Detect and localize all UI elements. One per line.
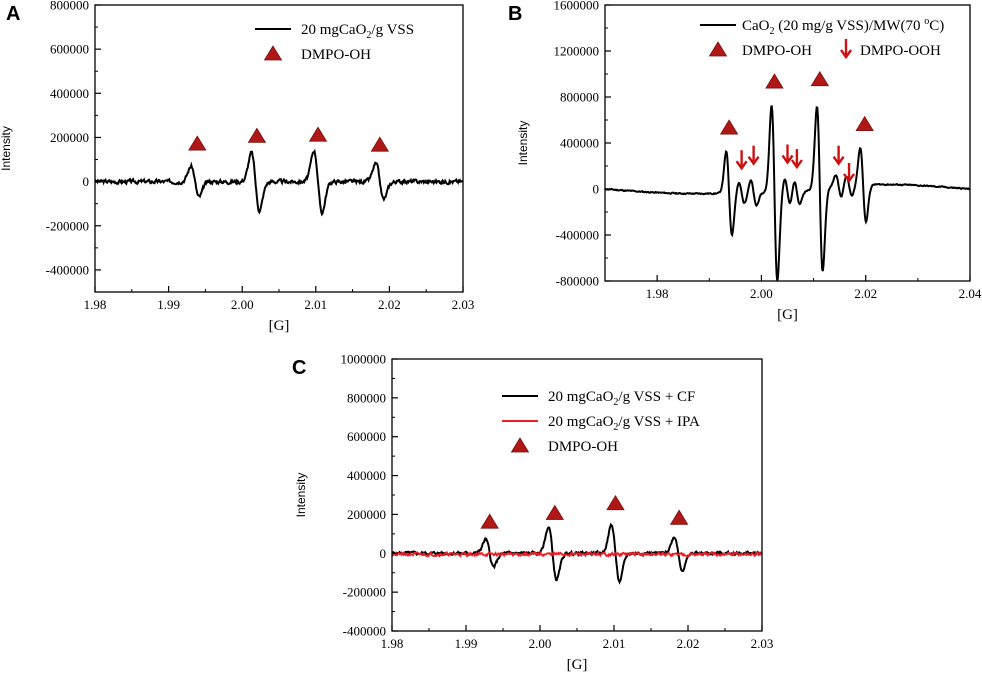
x-axis-title: [G] [567, 657, 588, 673]
dmpo-oh-marker [606, 494, 625, 511]
dmpo-oh-marker [480, 513, 499, 529]
panel-letter-b: B [508, 3, 522, 25]
y-tick-label: -400000 [343, 624, 386, 639]
x-tick-label: 2.01 [304, 297, 327, 312]
legend-label: CaO2 (20 mg/g VSS)/MW(70 oC) [742, 16, 944, 37]
legend-triangle-icon [510, 437, 530, 453]
legend-label: DMPO-OH [742, 43, 812, 59]
y-tick-label: -200000 [46, 218, 89, 233]
dmpo-oh-marker [545, 504, 565, 520]
x-tick-label: 2.02 [854, 286, 877, 301]
y-tick-label: 0 [593, 182, 600, 197]
x-tick-label: 1.99 [455, 636, 478, 651]
dmpo-oh-marker [810, 70, 830, 87]
y-tick-label: 800000 [560, 90, 599, 105]
dmpo-ooh-marker [735, 150, 748, 171]
x-tick-label: 2.03 [751, 636, 774, 651]
y-tick-label: 600000 [347, 429, 386, 444]
series-line-1 [605, 105, 970, 281]
y-tick-label: 200000 [347, 507, 386, 522]
dmpo-ooh-marker [781, 144, 794, 165]
legend-label: 20 mgCaO2/g VSS + IPA [548, 414, 700, 433]
dmpo-oh-marker [370, 136, 390, 152]
chart-panel-b: 1.98 2.00 2.02 2.04 -800000 -400000 0 400000 800… [516, 0, 982, 323]
dmpo-ooh-marker [843, 162, 856, 183]
dmpo-oh-marker [719, 119, 739, 135]
y-axis-title: Intensity [0, 126, 13, 171]
y-tick-label: 400000 [50, 86, 89, 101]
series-line-1 [95, 148, 463, 217]
y-tick-label: 200000 [50, 130, 89, 145]
legend: 20 mgCaO2/g VSS DMPO-OH [255, 22, 414, 63]
dmpo-oh-marker [765, 73, 784, 89]
y-tick-label: 800000 [50, 0, 89, 13]
panel-letter-c: C [292, 357, 306, 379]
legend-label: 20 mgCaO2/g VSS + CF [548, 389, 695, 408]
legend-arrow-icon [840, 39, 852, 60]
y-tick-label: 400000 [347, 468, 386, 483]
dmpo-oh-marker [247, 127, 267, 143]
chart-panel-a: 1.98 1.99 2.00 2.01 2.02 2.03 -400000 -200000 0 2… [0, 0, 474, 334]
y-axis-title: Intensity [294, 473, 308, 518]
y-tick-label: -400000 [556, 228, 599, 243]
y-tick-label: 1000000 [341, 352, 387, 367]
dmpo-oh-marker [188, 135, 207, 151]
x-tick-label: 2.01 [603, 636, 626, 651]
dmpo-oh-marker [308, 126, 328, 142]
legend-triangle-icon [708, 41, 728, 57]
x-tick-label: 2.02 [677, 636, 700, 651]
y-tick-label: 800000 [347, 390, 386, 405]
x-tick-label: 2.00 [750, 286, 773, 301]
x-tick-label: 1.98 [381, 636, 404, 651]
dmpo-ooh-marker [747, 145, 760, 166]
x-tick-label: 2.00 [529, 636, 552, 651]
plot-frame [94, 4, 464, 293]
x-tick-label: 2.00 [231, 297, 254, 312]
y-tick-label: 1200000 [554, 44, 600, 59]
x-tick-label: 1.98 [84, 297, 107, 312]
x-tick-label: 1.99 [157, 297, 180, 312]
legend-label: 20 mgCaO2/g VSS [301, 22, 414, 41]
y-tick-label: 0 [380, 546, 387, 561]
x-axis-title: [G] [269, 318, 290, 334]
y-axis-title: Intensity [516, 121, 530, 166]
dmpo-oh-marker [669, 509, 689, 525]
y-tick-label: -200000 [343, 585, 386, 600]
series-line-2 [392, 550, 762, 558]
legend-label: DMPO-OH [548, 439, 618, 455]
y-tick-label: 400000 [560, 136, 599, 151]
legend: CaO2 (20 mg/g VSS)/MW(70 oC) DMPO-OH DMPO-… [700, 16, 944, 60]
y-tick-label: 600000 [50, 42, 89, 57]
y-tick-label: -400000 [46, 262, 89, 277]
legend-label: DMPO-OH [301, 47, 371, 63]
y-tick-label: -800000 [556, 274, 599, 289]
dmpo-oh-marker [855, 115, 874, 132]
x-axis-title: [G] [777, 307, 798, 323]
y-tick-label: 1600000 [554, 0, 600, 13]
x-tick-label: 2.04 [959, 286, 982, 301]
y-tick-label: 0 [83, 174, 90, 189]
chart-panel-c: 1.98 1.99 2.00 2.01 2.02 2.03 -400000 -200000 0 2… [294, 352, 773, 674]
legend-triangle-icon [263, 45, 283, 61]
x-tick-label: 2.03 [452, 297, 475, 312]
legend: 20 mgCaO2/g VSS + CF 20 mgCaO2/g VSS + IP… [502, 389, 700, 455]
legend-label: DMPO-OOH [860, 43, 941, 59]
x-tick-label: 2.02 [378, 297, 401, 312]
dmpo-ooh-marker [832, 145, 845, 166]
dmpo-ooh-marker [790, 149, 803, 170]
panel-letter-a: A [6, 3, 20, 25]
x-tick-label: 1.98 [646, 286, 669, 301]
